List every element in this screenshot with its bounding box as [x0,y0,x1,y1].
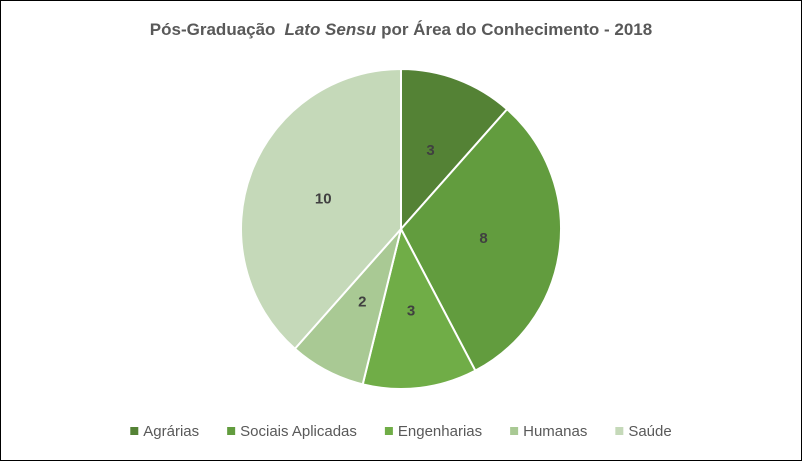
legend-label: Agrárias [143,423,199,440]
title-part: por Área do Conhecimento - 2018 [381,20,652,39]
chart-title: Pós-Graduação Lato Sensu por Área do Conhe… [150,20,652,39]
legend-swatch [510,427,519,435]
legend-label: Engenharias [398,423,482,440]
legend-swatch [615,427,624,435]
legend-swatch [227,427,236,435]
data-label: 10 [315,190,332,207]
data-label: 3 [407,303,415,320]
legend-label: Humanas [523,423,587,440]
legend-swatch [130,427,139,435]
pie-slice [240,67,402,351]
data-label: 8 [479,230,487,247]
pie-slice [399,107,562,373]
pie-slice [361,226,477,390]
pie-slice [400,67,509,232]
title-part: Pós-Graduação [150,20,276,39]
legend-swatch [384,427,393,435]
data-label: 3 [426,142,434,159]
legend-label: Saúde [628,423,671,440]
data-label: 2 [358,294,366,311]
legend-label: Sociais Aplicadas [240,423,357,440]
title-part: Lato Sensu [284,20,376,39]
